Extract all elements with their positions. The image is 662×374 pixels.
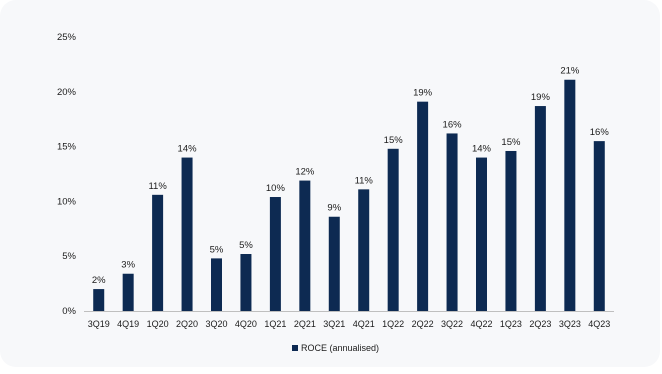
bar xyxy=(93,289,105,311)
bar xyxy=(417,101,429,311)
bar xyxy=(240,254,252,311)
x-tick-label: 4Q20 xyxy=(235,319,257,329)
bar xyxy=(505,150,517,311)
x-tick-label: 1Q21 xyxy=(264,319,286,329)
x-tick-label: 4Q23 xyxy=(588,319,610,329)
bar-series xyxy=(93,79,605,311)
x-tick-label: 1Q22 xyxy=(382,319,404,329)
x-tick-label: 2Q22 xyxy=(412,319,434,329)
chart-card: 0% 5% 10% 15% 20% 25% 2% 3% 11% 14% 5% 5% 10% 12% 9% 1… xyxy=(56,32,614,353)
legend-swatch xyxy=(292,345,298,351)
bar xyxy=(358,189,370,311)
x-tick-label: 1Q20 xyxy=(147,319,169,329)
bar xyxy=(446,133,458,311)
y-tick-label: 5% xyxy=(62,251,76,262)
bar xyxy=(534,106,546,311)
data-label: 12% xyxy=(295,167,315,178)
y-axis: 0% 5% 10% 15% 20% 25% xyxy=(57,32,77,317)
x-tick-label: 3Q23 xyxy=(559,319,581,329)
y-tick-label: 10% xyxy=(57,196,77,207)
bar xyxy=(181,157,193,311)
x-tick-label: 3Q21 xyxy=(323,319,345,329)
data-label: 21% xyxy=(560,66,580,77)
bar xyxy=(211,258,222,311)
bar xyxy=(328,216,340,311)
y-tick-label: 25% xyxy=(57,32,77,43)
x-tick-label: 1Q23 xyxy=(500,319,522,329)
x-tick-label: 2Q21 xyxy=(294,319,316,329)
data-label: 2% xyxy=(92,275,106,286)
data-label: 16% xyxy=(590,127,610,138)
data-label: 5% xyxy=(239,240,253,251)
data-label: 10% xyxy=(266,183,286,194)
bar xyxy=(122,273,134,311)
data-label: 14% xyxy=(178,144,198,155)
data-label: 15% xyxy=(384,135,404,146)
bar xyxy=(269,197,281,311)
x-tick-label: 4Q22 xyxy=(470,319,492,329)
data-label: 14% xyxy=(472,144,492,155)
bar xyxy=(476,157,487,311)
x-tick-label: 4Q19 xyxy=(117,319,139,329)
legend: ROCE (annualised) xyxy=(292,343,379,353)
x-tick-label: 4Q21 xyxy=(353,319,375,329)
bar xyxy=(387,148,399,311)
data-label: 15% xyxy=(501,137,521,148)
x-axis: 3Q19 4Q19 1Q20 2Q20 3Q20 4Q20 1Q21 2Q21 3Q21 4Q21… xyxy=(88,319,611,329)
data-label: 11% xyxy=(355,175,374,186)
x-tick-label: 3Q20 xyxy=(205,319,227,329)
data-labels: 2% 3% 11% 14% 5% 5% 10% 12% 9% 11% 15% 19% 16% 14% 15%… xyxy=(92,66,609,286)
data-label: 11% xyxy=(148,181,167,192)
x-tick-label: 3Q22 xyxy=(441,319,463,329)
data-label: 16% xyxy=(443,119,463,130)
bar xyxy=(152,194,164,311)
data-label: 9% xyxy=(327,203,341,214)
y-tick-label: 0% xyxy=(62,306,76,317)
data-label: 5% xyxy=(210,244,224,255)
y-tick-label: 20% xyxy=(57,87,77,98)
x-tick-label: 2Q23 xyxy=(529,319,551,329)
bar xyxy=(564,79,576,311)
data-label: 19% xyxy=(531,92,551,103)
legend-label: ROCE (annualised) xyxy=(301,343,379,353)
data-label: 3% xyxy=(121,260,135,271)
bar xyxy=(299,180,311,311)
bar xyxy=(593,141,605,311)
x-tick-label: 3Q19 xyxy=(88,319,110,329)
x-tick-label: 2Q20 xyxy=(176,319,198,329)
data-label: 19% xyxy=(413,88,433,99)
y-tick-label: 15% xyxy=(57,142,77,153)
